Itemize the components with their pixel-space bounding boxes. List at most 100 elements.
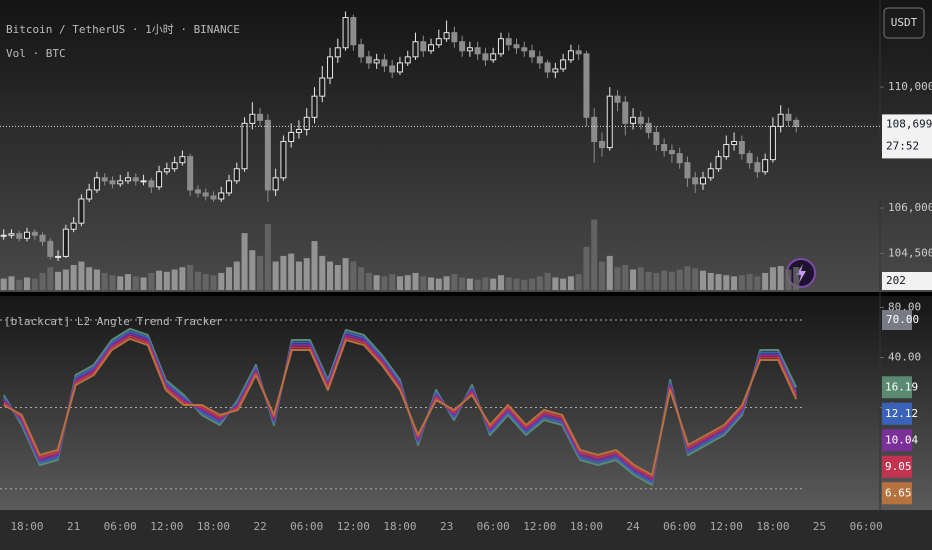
- time-label: 21: [67, 520, 80, 533]
- candle-body: [785, 113, 792, 121]
- volume-bar: [536, 276, 543, 290]
- volume-bar: [614, 267, 621, 290]
- time-label: 25: [813, 520, 826, 533]
- candle-body: [505, 38, 512, 46]
- volume-bar: [645, 271, 652, 290]
- volume-bar: [264, 224, 271, 290]
- time-label: 18:00: [10, 520, 43, 533]
- candle-body: [117, 180, 124, 185]
- candle-body: [692, 177, 699, 185]
- volume-bar: [8, 276, 15, 290]
- candle-body: [762, 159, 769, 173]
- candle-body: [202, 192, 209, 197]
- volume-bar: [529, 278, 536, 290]
- candle-body: [428, 44, 435, 52]
- volume-bar: [249, 250, 256, 290]
- volume-bar: [334, 264, 341, 290]
- candle-body: [334, 47, 341, 58]
- volume-bar: [303, 258, 310, 290]
- candle-body: [78, 198, 85, 224]
- symbol-legend: Bitcoin / TetherUS · 1小时 · BINANCE: [6, 23, 240, 36]
- value-label: 12.12: [885, 407, 918, 420]
- volume-bar: [179, 267, 186, 290]
- candle-body: [70, 222, 77, 230]
- candle-body: [93, 177, 100, 191]
- volume-bar: [24, 277, 30, 290]
- volume-bar: [39, 272, 46, 290]
- candle-body: [699, 177, 706, 185]
- level-label: 70.00: [886, 313, 919, 326]
- value-label: 10.04: [885, 433, 918, 446]
- time-label: 06:00: [290, 520, 323, 533]
- candle-body: [583, 53, 590, 118]
- volume-bar: [365, 272, 372, 290]
- volume-bar: [0, 278, 7, 290]
- price-tick-label: 106,000.00: [888, 201, 932, 214]
- time-label: 24: [626, 520, 640, 533]
- volume-bar: [684, 266, 691, 290]
- volume-bar: [109, 275, 116, 290]
- candle-body: [622, 101, 629, 124]
- volume-bar: [622, 264, 629, 290]
- candle-body: [148, 180, 155, 188]
- volume-bar: [715, 274, 722, 290]
- candle-body: [381, 59, 388, 67]
- candle-body: [365, 56, 372, 64]
- volume-bar: [210, 275, 217, 290]
- candle-body: [272, 177, 279, 191]
- candle-body: [497, 38, 504, 55]
- volume-bar: [389, 274, 396, 290]
- candle-body: [591, 116, 598, 143]
- candle-body: [451, 32, 458, 43]
- volume-bar: [591, 219, 598, 290]
- volume-bar: [497, 275, 504, 290]
- volume-bar: [505, 277, 512, 290]
- volume-bar: [327, 261, 334, 290]
- time-label: 22: [253, 520, 266, 533]
- candle-body: [47, 240, 54, 257]
- currency-label[interactable]: USDT: [891, 16, 918, 29]
- volume-bar: [373, 275, 380, 290]
- candle-body: [404, 56, 411, 64]
- candle-body: [280, 141, 287, 179]
- candle-body: [226, 180, 233, 194]
- value-label: 16.19: [885, 380, 918, 393]
- volume-bar: [785, 269, 792, 290]
- volume-box: [882, 272, 932, 290]
- candle-body: [606, 95, 613, 149]
- price-tick-label: 110,000.00: [888, 80, 932, 93]
- volume-bar: [55, 271, 62, 290]
- candle-body: [55, 255, 62, 258]
- time-label: 18:00: [756, 520, 789, 533]
- volume-bar: [474, 279, 481, 290]
- candle-body: [16, 233, 23, 239]
- value-label: 9.05: [885, 460, 912, 473]
- candle-body: [109, 180, 116, 185]
- volume-bar: [86, 267, 93, 290]
- candle-body: [474, 47, 481, 55]
- time-label: 06:00: [104, 520, 137, 533]
- currency-button[interactable]: [883, 7, 925, 39]
- osc-line: [3, 337, 798, 476]
- last-price-label: 108,699.81: [886, 117, 932, 130]
- candle-body: [490, 53, 497, 61]
- volume-bar: [723, 275, 730, 290]
- volume-bar: [521, 279, 528, 290]
- volume-bar: [241, 233, 248, 290]
- candle-body: [544, 62, 551, 73]
- volume-bar: [707, 272, 714, 290]
- candle-body: [86, 189, 93, 200]
- volume-bar: [451, 274, 458, 290]
- volume-bar: [575, 274, 582, 290]
- candle-body: [668, 150, 675, 155]
- candle-body: [288, 131, 295, 143]
- candle-body: [661, 144, 668, 152]
- candle-body: [754, 162, 761, 173]
- volume-bar: [466, 278, 473, 290]
- volume-bar: [762, 272, 769, 290]
- volume-bar: [295, 261, 302, 290]
- countdown: 27:52: [886, 139, 919, 152]
- volume-bar: [125, 274, 132, 290]
- candle-body: [179, 156, 186, 164]
